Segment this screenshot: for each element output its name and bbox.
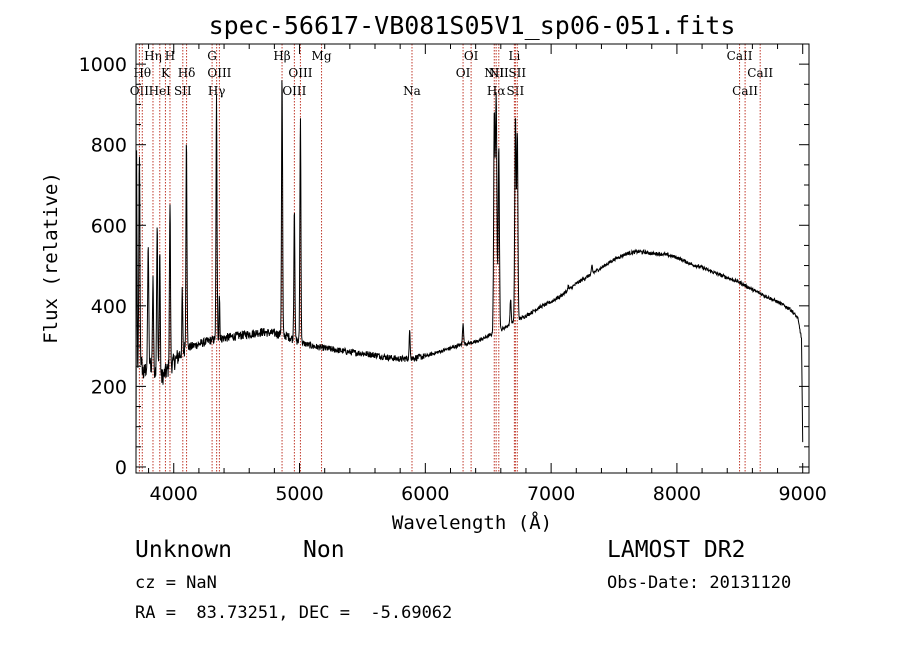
obs-date-text: Obs-Date: 20131120 [607,573,792,593]
marker-label: SII [174,84,192,98]
marker-label: Hα [487,84,506,98]
plot-frame [135,43,810,474]
marker-label: Hγ [208,84,226,98]
marker-label: OIII [282,84,306,98]
object-subclass: Non [303,537,345,563]
redshift-text: cz = NaN [135,573,217,593]
y-tick-label: 0 [115,457,127,479]
y-tick-label: 600 [91,215,127,237]
x-tick-label: 9000 [779,483,827,505]
survey-name: LAMOST DR2 [607,537,746,563]
x-tick-label: 8000 [653,483,701,505]
marker-label: Hθ [133,66,151,80]
marker-label: HeI [149,84,172,98]
marker-label: SII [507,84,525,98]
marker-label: Hβ [273,49,290,63]
x-tick-label: 5000 [275,483,323,505]
object-class: Unknown [135,537,232,563]
coordinates-text: RA = 83.73251, DEC = -5.69062 [135,603,453,623]
y-tick-label: 200 [91,376,127,398]
marker-label: Hδ [178,66,196,80]
marker-label: CaII [727,49,753,63]
marker-label: Mg [312,49,332,63]
y-tick-label: 800 [91,135,127,157]
y-tick-label: 400 [91,296,127,318]
x-axis-label: Wavelength (Å) [392,511,552,534]
marker-label: OIII [207,66,231,80]
x-tick-label: 7000 [527,483,575,505]
x-tick-label: 4000 [150,483,198,505]
marker-label: Na [403,84,421,98]
marker-label: OII [130,84,150,98]
marker-label: SII [508,66,526,80]
y-axis-label: Flux (relative) [40,172,62,344]
marker-label: K [161,66,171,80]
marker-label: G [207,49,217,63]
y-tick-label: 1000 [79,54,127,76]
marker-label: OI [464,49,479,63]
marker-label: NII [489,66,509,80]
y-axis: 0 200 400 600 800 1000 [79,54,809,479]
marker-label: OI [456,66,471,80]
marker-label: CaII [747,66,773,80]
marker-label: Li [508,49,520,63]
marker-label: CaII [732,84,758,98]
marker-label: NII [484,66,504,80]
spectrum-line [135,80,804,461]
marker-label: Hη [144,49,162,63]
marker-label: H [165,49,175,63]
x-tick-label: 6000 [401,483,449,505]
marker-label: OIII [288,66,312,80]
chart-title: spec-56617-VB081S05V1_sp06-051.fits [209,11,736,40]
x-axis: 4000 5000 6000 7000 8000 9000 [148,44,827,505]
spectrum-series [135,80,804,461]
